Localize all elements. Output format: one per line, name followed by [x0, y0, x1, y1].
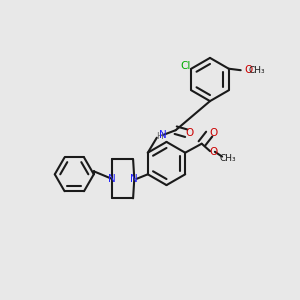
Text: N: N: [108, 174, 116, 184]
Text: N: N: [159, 130, 167, 140]
Text: O: O: [209, 128, 217, 138]
Text: O: O: [210, 147, 218, 157]
Text: Cl: Cl: [180, 61, 190, 71]
Text: N: N: [130, 174, 138, 184]
Text: O: O: [244, 65, 252, 75]
Text: CH₃: CH₃: [249, 66, 265, 75]
Text: H: H: [156, 132, 163, 141]
Text: O: O: [186, 128, 194, 138]
Text: CH₃: CH₃: [220, 154, 236, 163]
